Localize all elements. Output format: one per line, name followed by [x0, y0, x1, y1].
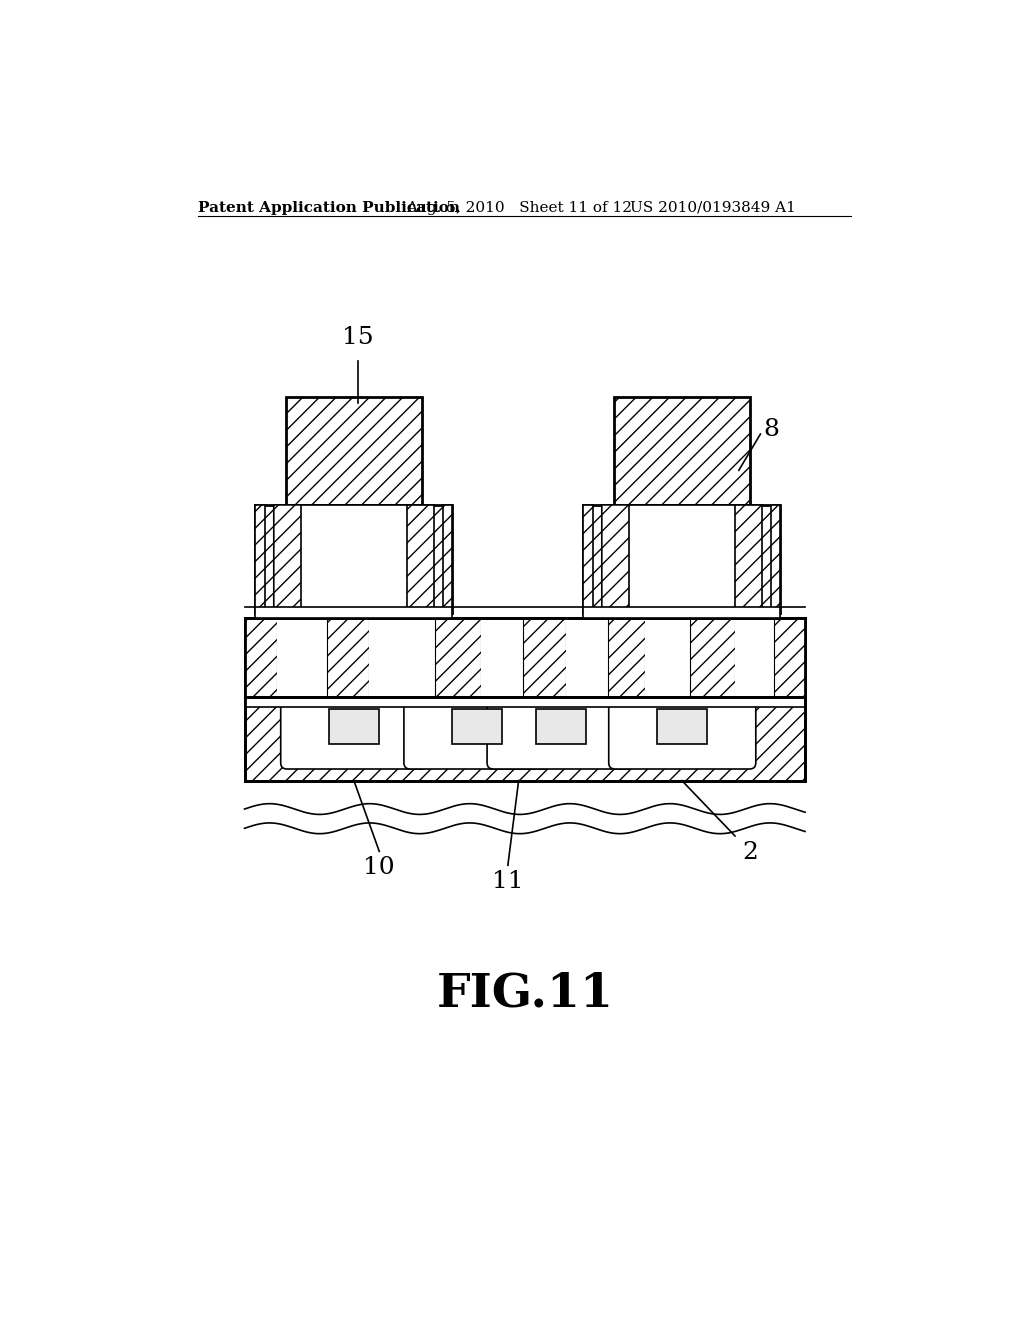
Bar: [584, 506, 593, 612]
Text: FIG.11: FIG.11: [436, 970, 613, 1016]
Text: 11: 11: [493, 870, 523, 892]
Bar: [245, 618, 805, 697]
Bar: [286, 397, 422, 506]
Bar: [245, 618, 276, 697]
Bar: [327, 618, 370, 697]
Text: 2: 2: [742, 841, 759, 863]
Bar: [245, 697, 805, 780]
Bar: [255, 607, 453, 618]
Text: US 2010/0193849 A1: US 2010/0193849 A1: [630, 201, 796, 215]
Bar: [536, 709, 586, 743]
Bar: [735, 618, 774, 697]
Bar: [301, 506, 407, 612]
Bar: [629, 506, 735, 612]
Bar: [614, 397, 750, 506]
FancyBboxPatch shape: [281, 692, 428, 770]
Bar: [245, 618, 805, 697]
Polygon shape: [720, 506, 762, 612]
Bar: [657, 709, 708, 743]
Bar: [245, 697, 805, 706]
Text: 8: 8: [764, 418, 779, 441]
Bar: [584, 607, 780, 618]
Bar: [276, 618, 327, 697]
Bar: [443, 506, 453, 612]
Polygon shape: [391, 506, 434, 612]
FancyBboxPatch shape: [608, 692, 756, 770]
Bar: [584, 506, 780, 612]
Bar: [370, 618, 435, 697]
FancyBboxPatch shape: [487, 692, 634, 770]
Bar: [523, 618, 565, 697]
Bar: [645, 618, 690, 697]
Bar: [330, 709, 379, 743]
Text: Aug. 5, 2010   Sheet 11 of 12: Aug. 5, 2010 Sheet 11 of 12: [407, 201, 632, 215]
Bar: [774, 618, 805, 697]
Bar: [565, 618, 608, 697]
Polygon shape: [273, 506, 316, 612]
Bar: [435, 618, 481, 697]
Bar: [481, 618, 523, 697]
Bar: [255, 506, 264, 612]
Bar: [453, 709, 503, 743]
Bar: [255, 506, 453, 612]
Bar: [690, 618, 735, 697]
Bar: [771, 506, 780, 612]
Text: Patent Application Publication: Patent Application Publication: [199, 201, 461, 215]
Text: 10: 10: [364, 857, 395, 879]
Text: 15: 15: [342, 326, 374, 350]
Bar: [608, 618, 645, 697]
Polygon shape: [602, 506, 644, 612]
Bar: [245, 697, 805, 780]
FancyBboxPatch shape: [403, 692, 551, 770]
